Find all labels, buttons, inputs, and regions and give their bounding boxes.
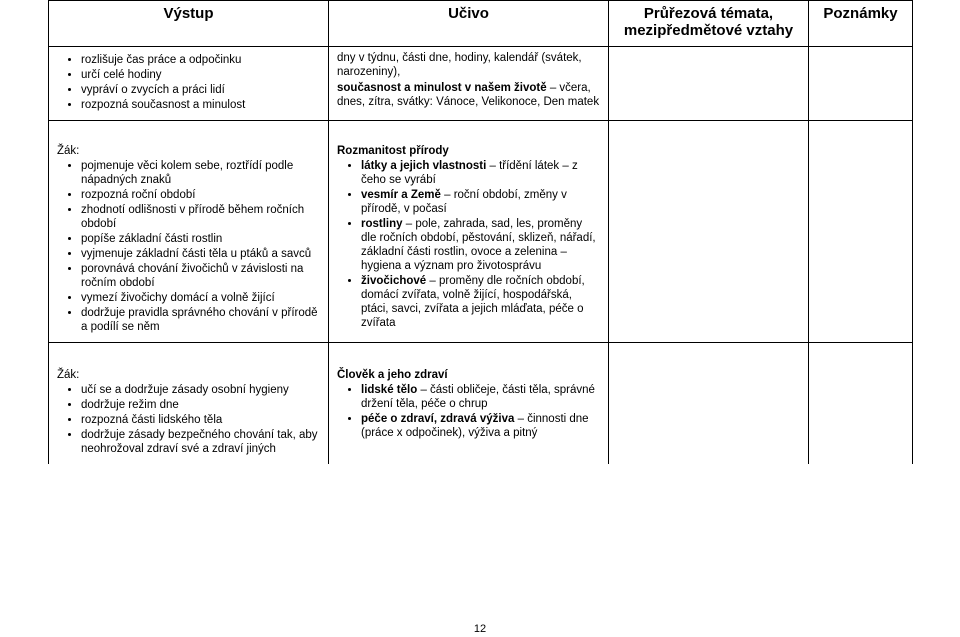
cell-vystup-3: Žák: učí se a dodržuje zásady osobní hyg… [49, 342, 329, 464]
list-item: pojmenuje věci kolem sebe, roztřídí podl… [81, 159, 320, 187]
list-item: dodržuje režim dne [81, 398, 320, 412]
header-poznamky: Poznámky [809, 1, 913, 47]
header-pruz-line1: Průřezová témata, [617, 5, 800, 22]
header-vystup: Výstup [49, 1, 329, 47]
ucivo-bold: péče o zdraví, zdravá výživa [361, 413, 514, 425]
ucivo-text: současnost a minulost v našem životě – v… [337, 81, 600, 109]
header-pruz: Průřezová témata, mezipředmětové vztahy [609, 1, 809, 47]
ucivo-text: dny v týdnu, části dne, hodiny, kalendář… [337, 51, 600, 79]
header-ucivo: Učivo [329, 1, 609, 47]
cell-ucivo-2: Rozmanitost přírody látky a jejich vlast… [329, 120, 609, 342]
list-item: určí celé hodiny [81, 68, 320, 82]
ucivo-bold: živočichové [361, 275, 426, 287]
ucivo-bold: látky a jejich vlastnosti [361, 160, 486, 172]
ucivo-section-title: Rozmanitost přírody [337, 145, 600, 157]
cell-ucivo-1: dny v týdnu, části dne, hodiny, kalendář… [329, 46, 609, 120]
list-item: živočichové – proměny dle ročních období… [361, 274, 600, 330]
ucivo-bold: vesmír a Země [361, 189, 441, 201]
ucivo-list-3: lidské tělo – části obličeje, části těla… [337, 383, 600, 440]
table-header-row: Výstup Učivo Průřezová témata, mezipředm… [49, 1, 913, 47]
list-item: látky a jejich vlastnosti – třídění láte… [361, 159, 600, 187]
table-row: Žák: učí se a dodržuje zásady osobní hyg… [49, 342, 913, 464]
vystup-list-3: učí se a dodržuje zásady osobní hygieny … [57, 383, 320, 456]
zak-label: Žák: [57, 369, 320, 381]
header-pruz-line2: mezipředmětové vztahy [617, 22, 800, 39]
cell-pruz-3 [609, 342, 809, 464]
list-item: rozpozná současnost a minulost [81, 98, 320, 112]
list-item: rozlišuje čas práce a odpočinku [81, 53, 320, 67]
list-item: dodržuje zásady bezpečného chování tak, … [81, 428, 320, 456]
list-item: péče o zdraví, zdravá výživa – činnosti … [361, 412, 600, 440]
vystup-list-2: pojmenuje věci kolem sebe, roztřídí podl… [57, 159, 320, 334]
list-item: vyjmenuje základní části těla u ptáků a … [81, 247, 320, 261]
zak-label: Žák: [57, 145, 320, 157]
table-row: Žák: pojmenuje věci kolem sebe, roztřídí… [49, 120, 913, 342]
cell-pozn-3 [809, 342, 913, 464]
list-item: rostliny – pole, zahrada, sad, les, prom… [361, 217, 600, 273]
table-row: rozlišuje čas práce a odpočinku určí cel… [49, 46, 913, 120]
list-item: zhodnotí odlišnosti v přírodě během ročn… [81, 203, 320, 231]
list-item: rozpozná roční období [81, 188, 320, 202]
page-number: 12 [0, 623, 960, 635]
ucivo-bold: rostliny [361, 218, 403, 230]
page: Výstup Učivo Průřezová témata, mezipředm… [0, 0, 960, 637]
list-item: učí se a dodržuje zásady osobní hygieny [81, 383, 320, 397]
ucivo-section-title: Člověk a jeho zdraví [337, 369, 600, 381]
list-item: vypráví o zvycích a práci lidí [81, 83, 320, 97]
list-item: vesmír a Země – roční období, změny v př… [361, 188, 600, 216]
ucivo-bold: současnost a minulost v našem životě [337, 82, 547, 94]
cell-ucivo-3: Člověk a jeho zdraví lidské tělo – části… [329, 342, 609, 464]
cell-pozn-1 [809, 46, 913, 120]
ucivo-bold: lidské tělo [361, 384, 417, 396]
list-item: vymezí živočichy domácí a volně žijící [81, 291, 320, 305]
vystup-list-1: rozlišuje čas práce a odpočinku určí cel… [57, 53, 320, 112]
cell-pozn-2 [809, 120, 913, 342]
curriculum-table: Výstup Učivo Průřezová témata, mezipředm… [48, 0, 913, 464]
ucivo-list-2: látky a jejich vlastnosti – třídění láte… [337, 159, 600, 330]
list-item: dodržuje pravidla správného chování v př… [81, 306, 320, 334]
cell-pruz-1 [609, 46, 809, 120]
list-item: porovnává chování živočichů v závislosti… [81, 262, 320, 290]
cell-pruz-2 [609, 120, 809, 342]
list-item: popíše základní části rostlin [81, 232, 320, 246]
list-item: lidské tělo – části obličeje, části těla… [361, 383, 600, 411]
cell-vystup-1: rozlišuje čas práce a odpočinku určí cel… [49, 46, 329, 120]
list-item: rozpozná části lidského těla [81, 413, 320, 427]
cell-vystup-2: Žák: pojmenuje věci kolem sebe, roztřídí… [49, 120, 329, 342]
